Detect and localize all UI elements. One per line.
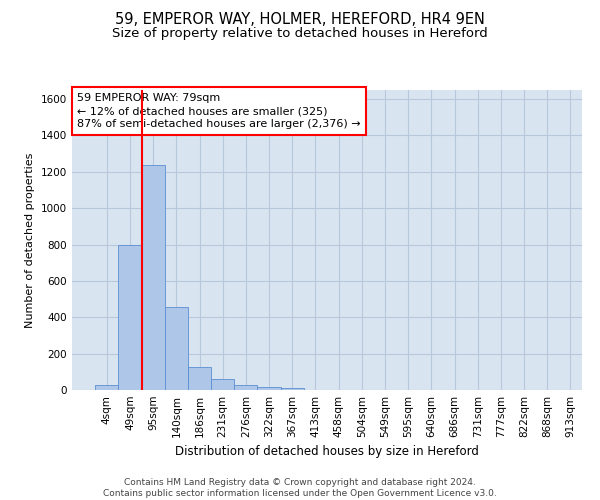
Bar	[234, 385, 257, 390]
Bar	[281, 388, 304, 390]
X-axis label: Distribution of detached houses by size in Hereford: Distribution of detached houses by size …	[175, 446, 479, 458]
Y-axis label: Number of detached properties: Number of detached properties	[25, 152, 35, 328]
Text: Size of property relative to detached houses in Hereford: Size of property relative to detached ho…	[112, 28, 488, 40]
Bar	[211, 379, 234, 390]
Bar	[257, 386, 281, 390]
Bar	[188, 368, 211, 390]
Bar	[165, 308, 188, 390]
Bar	[118, 244, 142, 390]
Text: 59, EMPEROR WAY, HOLMER, HEREFORD, HR4 9EN: 59, EMPEROR WAY, HOLMER, HEREFORD, HR4 9…	[115, 12, 485, 28]
Bar	[95, 386, 118, 390]
Text: 59 EMPEROR WAY: 79sqm
← 12% of detached houses are smaller (325)
87% of semi-det: 59 EMPEROR WAY: 79sqm ← 12% of detached …	[77, 93, 361, 130]
Bar	[142, 164, 165, 390]
Text: Contains HM Land Registry data © Crown copyright and database right 2024.
Contai: Contains HM Land Registry data © Crown c…	[103, 478, 497, 498]
